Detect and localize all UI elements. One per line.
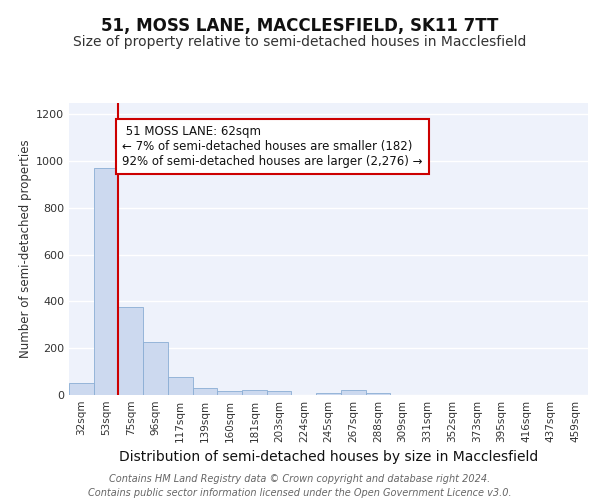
Bar (143, 342, 168, 395)
Bar (341, 390, 365, 395)
Y-axis label: Number of semi-detached properties: Number of semi-detached properties (19, 140, 32, 358)
Bar (217, 392, 242, 395)
Bar (168, 378, 193, 395)
Bar (365, 392, 390, 395)
Bar (118, 307, 143, 395)
Bar (242, 390, 267, 395)
Text: Size of property relative to semi-detached houses in Macclesfield: Size of property relative to semi-detach… (73, 35, 527, 49)
X-axis label: Distribution of semi-detached houses by size in Macclesfield: Distribution of semi-detached houses by … (119, 450, 538, 464)
Bar (267, 392, 292, 395)
Bar (316, 392, 341, 395)
Bar (94, 168, 118, 395)
Text: 51, MOSS LANE, MACCLESFIELD, SK11 7TT: 51, MOSS LANE, MACCLESFIELD, SK11 7TT (101, 18, 499, 36)
Bar (193, 388, 217, 395)
Bar (69, 384, 94, 395)
Text: Contains HM Land Registry data © Crown copyright and database right 2024.
Contai: Contains HM Land Registry data © Crown c… (88, 474, 512, 498)
Text: 51 MOSS LANE: 62sqm
← 7% of semi-detached houses are smaller (182)
92% of semi-d: 51 MOSS LANE: 62sqm ← 7% of semi-detache… (122, 124, 422, 168)
